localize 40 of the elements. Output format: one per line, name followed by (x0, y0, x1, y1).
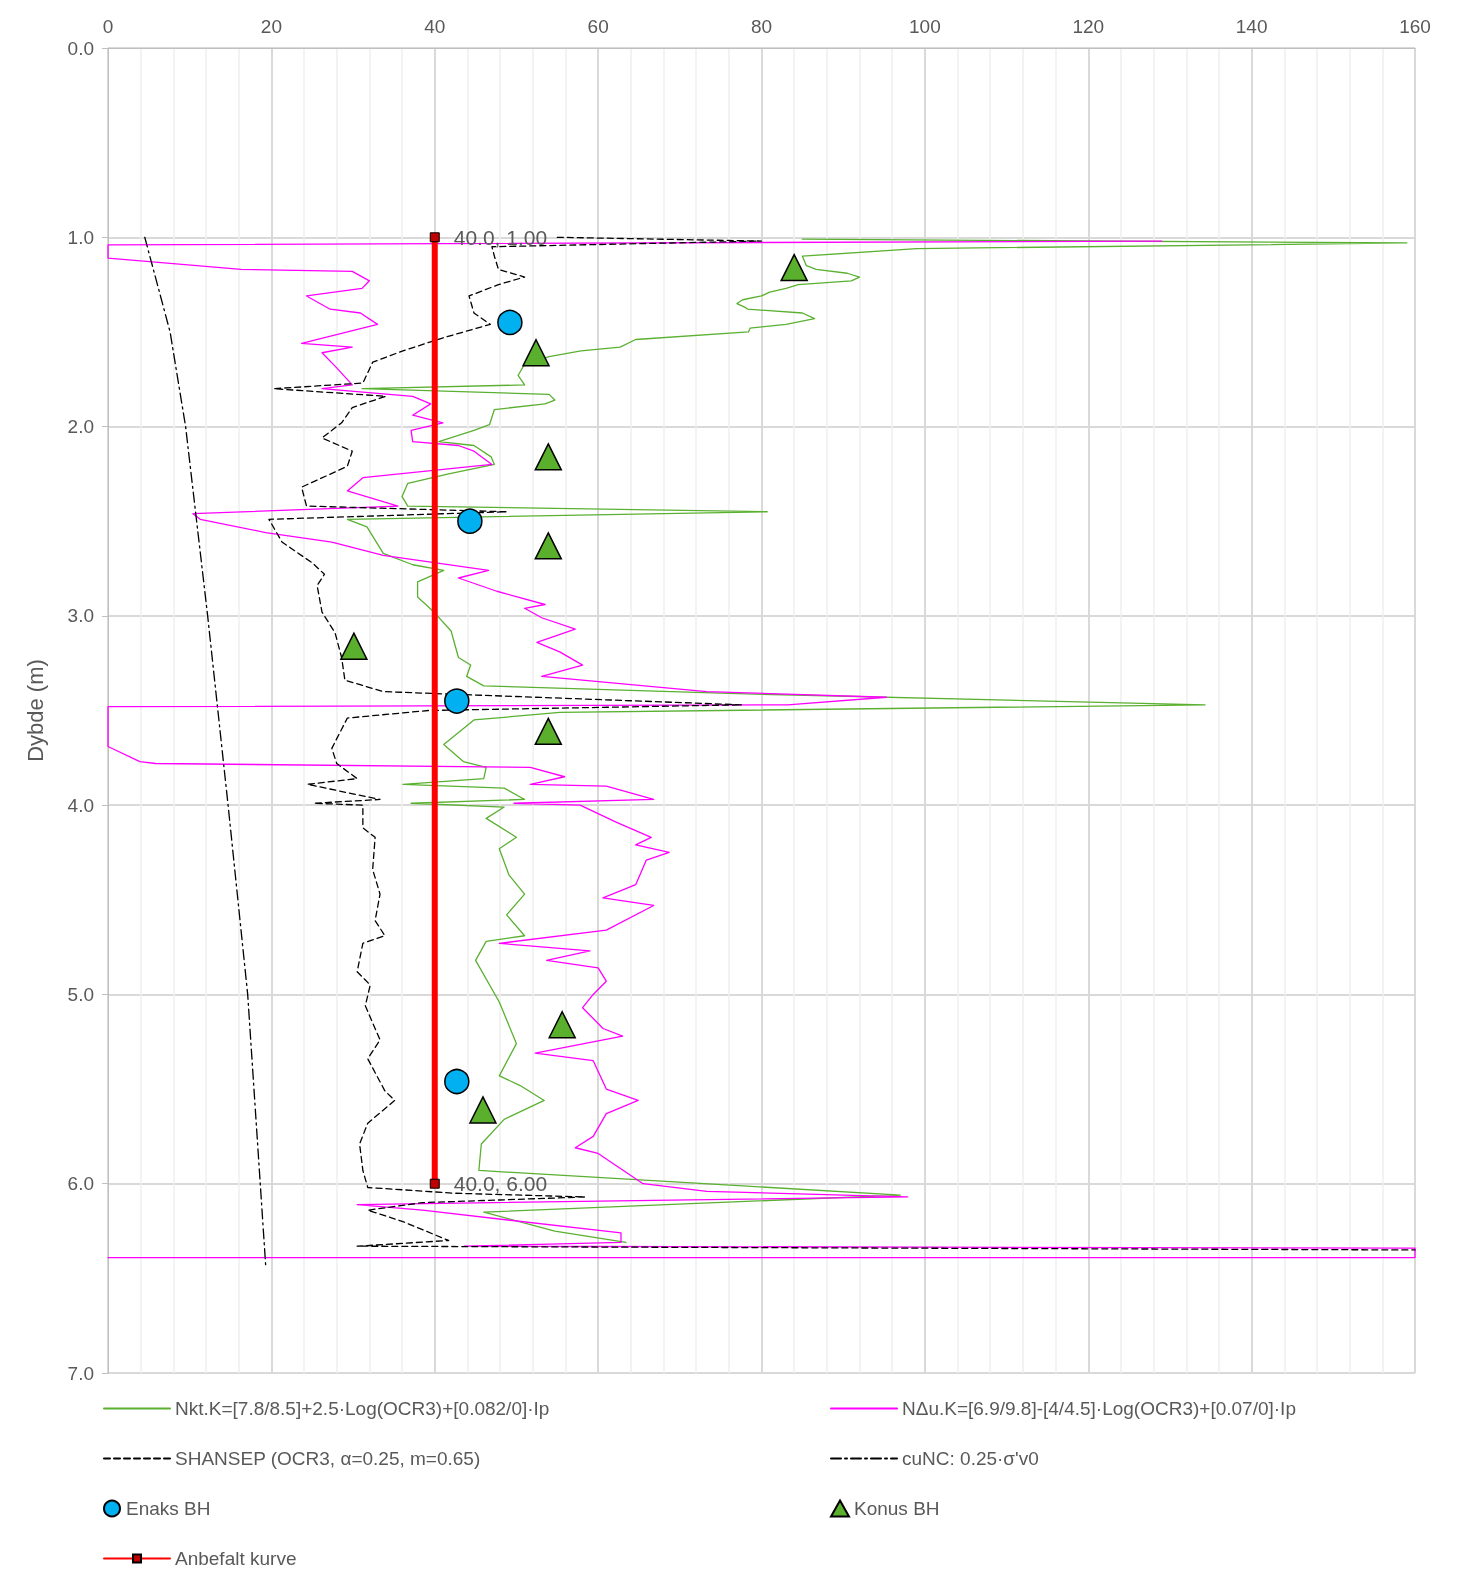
point (534, 532, 563, 560)
point (497, 309, 523, 336)
y-axis-title: Dybde (m) (22, 659, 48, 762)
data-label: 40.0, 1.00 (453, 225, 548, 249)
x-tick-label: 20 (260, 16, 282, 37)
legend-label: SHANSEP (OCR3, α=0.25, m=0.65) (175, 1448, 481, 1469)
y-tick-label: 5.0 (67, 983, 94, 1005)
point (444, 1068, 470, 1095)
point (534, 443, 563, 471)
legend-label: cuNC: 0.25·σ'v0 (902, 1448, 1039, 1469)
y-tick-label: 0.0 (67, 37, 94, 59)
legend-label: NΔu.K=[6.9/9.8]-[4/4.5]·Log(OCR3)+[0.07/0]·Ip (902, 1398, 1296, 1419)
point (780, 253, 808, 282)
x-tick-label: 160 (1399, 16, 1431, 37)
data-label: 40.0, 6.00 (453, 1172, 548, 1196)
y-tick-label: 3.0 (67, 605, 94, 627)
x-tick-label: 40 (424, 16, 446, 37)
y-tick-label: 1.0 (67, 226, 94, 248)
legend-label: Anbefalt kurve (175, 1548, 297, 1569)
y-tick-label: 2.0 (67, 416, 94, 438)
legend-label: Enaks BH (126, 1498, 211, 1519)
x-tick-label: 100 (909, 16, 941, 37)
point (444, 688, 470, 714)
x-tick-label: 80 (750, 16, 773, 37)
point (522, 339, 550, 367)
point (340, 632, 368, 660)
legend-label: Konus BH (854, 1498, 940, 1519)
point (548, 1010, 576, 1039)
legend-label: Nkt.K=[7.8/8.5]+2.5·Log(OCR3)+[0.082/0]·Ip (175, 1398, 550, 1419)
line-series (144, 236, 267, 1266)
point (534, 717, 563, 746)
x-tick-label: 60 (587, 16, 609, 37)
x-tick-label: 0 (102, 16, 114, 37)
x-tick-label: 140 (1235, 16, 1268, 37)
y-tick-label: 7.0 (67, 1362, 94, 1384)
point (457, 508, 483, 534)
point (469, 1096, 497, 1124)
x-tick-label: 120 (1072, 16, 1105, 37)
y-tick-label: 4.0 (67, 794, 94, 816)
y-tick-label: 6.0 (67, 1173, 94, 1195)
